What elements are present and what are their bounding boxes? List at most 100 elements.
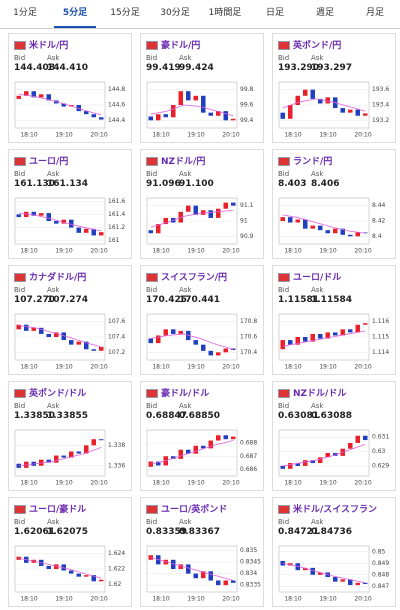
y-tick-label: 0.629 [372, 462, 389, 469]
candle [171, 456, 176, 459]
x-tick-label: 20:10 [90, 480, 107, 487]
candle [61, 103, 66, 107]
rate-card[interactable]: 豪ドル/円 Bid Ask 99.419 99.424 99.4 99.6 99.8 18:10… [140, 33, 264, 143]
x-tick-label: 19:10 [187, 480, 204, 487]
candle [61, 332, 66, 341]
candle [54, 455, 59, 463]
bid-value: 0.84721 [278, 527, 319, 537]
tab[interactable]: 週足 [315, 8, 334, 18]
moving-average [282, 98, 366, 112]
bid-value: 0.68847 [146, 411, 187, 421]
candle [223, 435, 228, 440]
ask-label: Ask [179, 518, 192, 526]
candle [171, 329, 176, 334]
rate-card[interactable]: ユーロ/英ポンド Bid Ask 0.83359 0.83367 0.8335 0.834 0… [140, 497, 264, 607]
rate-card[interactable]: ランド/円 Bid Ask 8.403 8.406 8.4 8.42 8.44 18:10 19:… [272, 149, 396, 259]
rate-card[interactable]: 英ポンド/円 Bid Ask 193.290 193.297 193.2 193.4 193.… [272, 33, 396, 143]
mini-chart: 1.336 1.338 18:10 19:10 20:10 [14, 429, 125, 487]
candle [363, 323, 368, 325]
y-tick-label: 0.85 [372, 548, 386, 555]
rate-card[interactable]: カナダドル/円 Bid Ask 107.270 107.274 107.2 107.4 107… [8, 265, 132, 375]
candle [280, 112, 285, 119]
candle [171, 559, 176, 569]
flag-icon [278, 41, 290, 50]
candle [16, 95, 21, 99]
ask-label: Ask [179, 286, 192, 294]
bid-label: Bid [278, 402, 290, 410]
pair-name: スイスフラン/円 [161, 273, 228, 283]
mini-chart: 1.114 1.115 1.116 18:10 19:10 20:10 [278, 313, 389, 371]
x-tick-label: 19:10 [187, 596, 204, 603]
plot-frame [278, 429, 370, 477]
pair-name: ユーロ/豪ドル [29, 505, 87, 515]
pair-name: 豪ドル/ドル [161, 389, 210, 399]
rate-card[interactable]: 米ドル/円 Bid Ask 144.408 144.410 144.4 144.6 144.8… [8, 33, 132, 143]
ask-value: 1.33855 [47, 411, 88, 421]
mini-chart: 170.4 170.6 170.8 18:10 19:10 20:10 [146, 313, 257, 371]
plot-frame [278, 545, 370, 593]
candle [216, 352, 221, 356]
x-tick-label: 19:10 [55, 248, 72, 255]
rate-card[interactable]: NZドル/ドル Bid Ask 0.63081 0.63088 0.629 0.63 0.63… [272, 381, 396, 491]
tab-bar: 1分足 5分足 15分足 30分足 1時間足 日足 週足 月足 [0, 0, 400, 29]
bid-label: Bid [14, 402, 26, 410]
x-tick-label: 18:10 [284, 248, 301, 255]
candle [325, 332, 330, 339]
y-tick-label: 8.42 [372, 218, 386, 225]
flag-icon [278, 505, 290, 514]
tab[interactable]: 日足 [265, 8, 284, 18]
candle [288, 563, 293, 566]
candle [363, 435, 368, 441]
bid-value: 99.419 [146, 63, 181, 73]
ask-label: Ask [47, 286, 60, 294]
candle [355, 232, 360, 237]
bid-label: Bid [146, 170, 158, 178]
rate-card[interactable]: ユーロ/ドル Bid Ask 1.11581 1.11584 1.114 1.115 1.11… [272, 265, 396, 375]
candle [325, 97, 330, 104]
candle [99, 346, 104, 351]
bid-label: Bid [146, 402, 158, 410]
rate-card[interactable]: 米ドル/スイスフラン Bid Ask 0.84721 0.84736 0.847 0.848… [272, 497, 396, 607]
candle [216, 208, 221, 218]
candle [148, 338, 153, 344]
mini-chart: 90.9 91 91.1 18:10 19:10 20:10 [146, 197, 254, 255]
bid-value: 193.290 [278, 63, 319, 73]
pair-name: NZドル/円 [161, 157, 206, 167]
rate-card[interactable]: 英ポンド/ドル Bid Ask 1.33850 1.33855 1.336 1.338 18:… [8, 381, 132, 491]
y-tick-label: 161.4 [108, 211, 125, 218]
tab[interactable]: 15分足 [110, 8, 140, 18]
x-tick-label: 20:10 [222, 248, 239, 255]
candle [231, 436, 236, 440]
tab[interactable]: 5分足 [54, 0, 96, 28]
rate-card[interactable]: NZドル/円 Bid Ask 91.096 91.100 90.9 91 91.1 18:10 1… [140, 149, 264, 259]
candle [208, 112, 213, 116]
tab[interactable]: 30分足 [160, 8, 190, 18]
y-tick-label: 1.622 [108, 566, 125, 573]
y-tick-label: 1.115 [372, 334, 389, 341]
tab[interactable]: 月足 [365, 8, 384, 18]
rate-card[interactable]: 豪ドル/ドル Bid Ask 0.68847 0.68850 0.686 0.687 0.68… [140, 381, 264, 491]
y-tick-label: 99.6 [240, 102, 254, 109]
pair-name: カナダドル/円 [29, 273, 87, 283]
y-tick-label: 107.6 [108, 318, 125, 325]
pair-name: 英ポンド/円 [293, 41, 342, 51]
flag-icon [146, 505, 158, 514]
x-tick-label: 20:10 [222, 132, 239, 139]
candle [46, 213, 51, 221]
rate-card[interactable]: ユーロ/豪ドル Bid Ask 1.62061 1.62075 1.62 1.622 1.62… [8, 497, 132, 607]
candle [348, 442, 353, 449]
tab[interactable]: 1時間足 [208, 8, 242, 18]
y-tick-label: 0.687 [240, 453, 257, 460]
candle [333, 332, 338, 336]
rate-card[interactable]: ユーロ/円 Bid Ask 161.130 161.134 161 161.2 161.4 16… [8, 149, 132, 259]
candle [16, 556, 21, 560]
rate-card[interactable]: スイスフラン/円 Bid Ask 170.425 170.441 170.4 170.6 17… [140, 265, 264, 375]
candle [163, 329, 168, 336]
mini-chart: 161 161.2 161.4 161.6 18:10 19:10 20:10 [14, 197, 125, 255]
bid-value: 1.33850 [14, 411, 55, 421]
plot-frame [146, 429, 238, 477]
candle [340, 108, 345, 113]
candle [186, 205, 191, 212]
tab[interactable]: 1分足 [13, 8, 37, 18]
x-tick-label: 18:10 [152, 364, 169, 371]
